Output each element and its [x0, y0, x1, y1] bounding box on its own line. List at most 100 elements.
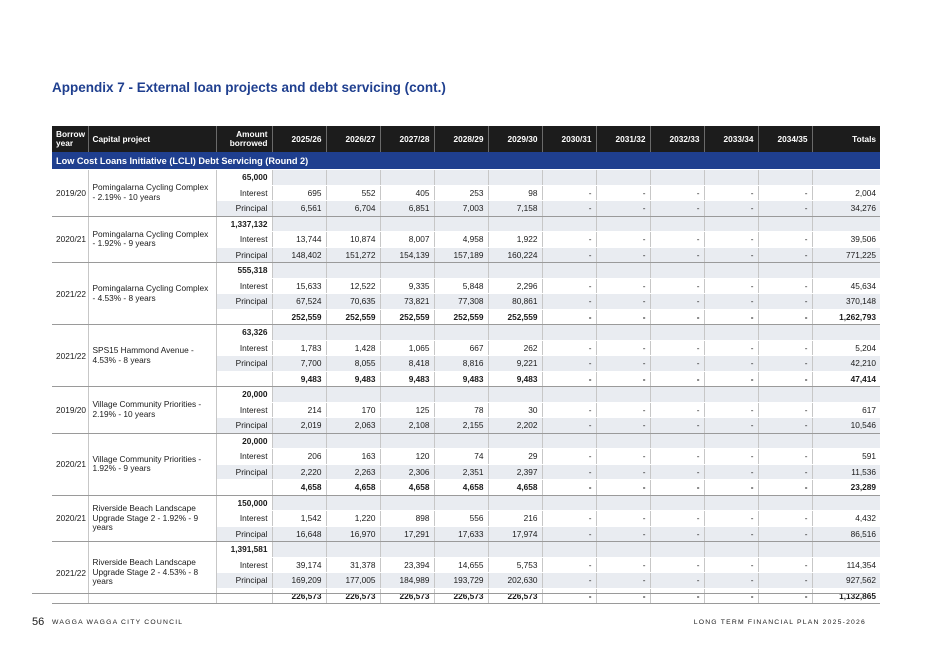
row-label — [216, 479, 273, 496]
column-header: 2025/26 — [272, 126, 327, 152]
table-cell: 1,542 — [272, 510, 327, 527]
table-cell: 80,861 — [488, 293, 543, 310]
table-cell: 177,005 — [326, 572, 381, 589]
table-row: 2020/21 Village Community Priorities - 1.… — [52, 433, 880, 496]
table-cell: 9,483 — [272, 371, 327, 387]
table-cell: - — [650, 371, 705, 387]
table-cell — [704, 541, 759, 558]
table-cell: - — [704, 247, 759, 263]
table-cell: - — [704, 278, 759, 294]
table-cell: 15,633 — [272, 278, 327, 294]
table-cell: 73,821 — [380, 293, 435, 310]
table-cell — [326, 324, 381, 341]
table-cell: 253 — [434, 185, 489, 201]
row-label: Principal — [216, 526, 273, 542]
table-cell: - — [758, 185, 813, 201]
table-cell: 151,272 — [326, 247, 381, 263]
table-cell — [758, 169, 813, 186]
table-row: Interest 1,542 1,220 898 556 216- - - - -4,432 — [52, 510, 880, 527]
table-cell — [758, 433, 813, 449]
table-cell: - — [650, 355, 705, 372]
table-cell: - — [650, 340, 705, 356]
page-title: Appendix 7 - External loan projects and … — [52, 80, 446, 95]
table-cell: - — [758, 572, 813, 589]
table-cell: 77,308 — [434, 293, 489, 310]
table-cell — [272, 262, 327, 279]
table-cell: 591 — [812, 448, 880, 465]
table-cell: - — [704, 340, 759, 356]
table-cell: 125 — [380, 402, 435, 418]
table-cell: - — [704, 526, 759, 542]
table-cell: - — [596, 526, 651, 542]
table-cell — [812, 386, 880, 403]
footer-plan-name: LONG TERM FINANCIAL PLAN 2025-2026 — [693, 619, 866, 626]
table-cell: 120 — [380, 448, 435, 465]
table-cell: 5,204 — [812, 340, 880, 356]
table-cell — [542, 386, 597, 403]
table-row: Interest 39,174 31,378 23,394 14,655 5,753- - -… — [52, 557, 880, 573]
table-cell — [758, 386, 813, 403]
table-cell: 2,063 — [326, 417, 381, 434]
table-cell: - — [596, 510, 651, 527]
table-cell: 12,522 — [326, 278, 381, 294]
table-cell: 17,974 — [488, 526, 543, 542]
table-cell: 10,874 — [326, 231, 381, 248]
table-row: 252,559 252,559 252,559 252,559 252,559- - - - -… — [52, 309, 880, 325]
table-cell — [326, 541, 381, 558]
table-cell — [272, 495, 327, 511]
table-cell — [596, 386, 651, 403]
borrow-year: 2020/21 — [52, 495, 89, 542]
table-cell: 13,744 — [272, 231, 327, 248]
table-cell: 8,007 — [380, 231, 435, 248]
table-cell: 2,263 — [326, 464, 381, 480]
table-cell: - — [596, 402, 651, 418]
table-cell: 2,202 — [488, 417, 543, 434]
table-cell: - — [542, 448, 597, 465]
table-cell: - — [650, 510, 705, 527]
table-cell: - — [596, 417, 651, 434]
amount-borrowed: 1,337,132 — [216, 216, 273, 232]
table-row: Interest 206 163 120 74 29- - - - -591 — [52, 448, 880, 465]
section-row: Low Cost Loans Initiative (LCLI) Debt Se… — [52, 152, 880, 170]
table-cell: 2,306 — [380, 464, 435, 480]
table-cell — [488, 216, 543, 232]
table-cell: - — [650, 231, 705, 248]
amount-borrowed: 150,000 — [216, 495, 273, 511]
row-label — [216, 588, 273, 604]
table-cell: - — [650, 402, 705, 418]
table-cell: 193,729 — [434, 572, 489, 589]
table-cell — [326, 495, 381, 511]
table-cell: - — [704, 402, 759, 418]
table-cell: 10,546 — [812, 417, 880, 434]
table-cell — [650, 495, 705, 511]
table-cell: - — [758, 448, 813, 465]
table-row: Principal 169,209 177,005 184,989 193,729 202… — [52, 572, 880, 589]
table-cell: - — [542, 402, 597, 418]
table-cell — [758, 495, 813, 511]
table-cell — [758, 216, 813, 232]
table-cell: - — [596, 572, 651, 589]
table-cell — [326, 216, 381, 232]
table-cell: 5,753 — [488, 557, 543, 573]
capital-project: SPS15 Hammond Avenue - 4.53% - 8 years — [88, 324, 217, 387]
table-cell — [812, 262, 880, 279]
capital-project: Pomingalarna Cycling Complex - 1.92% - 9… — [88, 216, 217, 263]
row-label: Interest — [216, 340, 273, 356]
table-cell — [596, 541, 651, 558]
table-cell — [434, 541, 489, 558]
table-row: 226,573 226,573 226,573 226,573 226,573- - - - -… — [52, 588, 880, 604]
table-cell: - — [704, 200, 759, 217]
borrow-year: 2020/21 — [52, 216, 89, 263]
table-cell: - — [650, 417, 705, 434]
table-cell — [380, 386, 435, 403]
table-cell: - — [542, 479, 597, 496]
row-label: Principal — [216, 417, 273, 434]
table-cell — [704, 262, 759, 279]
table-cell: 4,432 — [812, 510, 880, 527]
table-cell: 898 — [380, 510, 435, 527]
table-cell — [380, 541, 435, 558]
table-cell — [542, 324, 597, 341]
table-cell — [650, 324, 705, 341]
table-cell: 11,536 — [812, 464, 880, 480]
table-cell: - — [542, 278, 597, 294]
